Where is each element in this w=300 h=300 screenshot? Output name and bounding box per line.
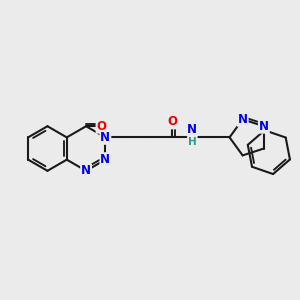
Text: N: N: [81, 164, 91, 177]
Text: N: N: [187, 122, 197, 136]
Text: N: N: [100, 131, 110, 144]
Text: N: N: [259, 120, 269, 133]
Text: N: N: [238, 113, 248, 126]
Text: H: H: [188, 137, 197, 147]
Text: N: N: [100, 153, 110, 166]
Text: O: O: [97, 120, 106, 133]
Text: O: O: [167, 116, 177, 128]
